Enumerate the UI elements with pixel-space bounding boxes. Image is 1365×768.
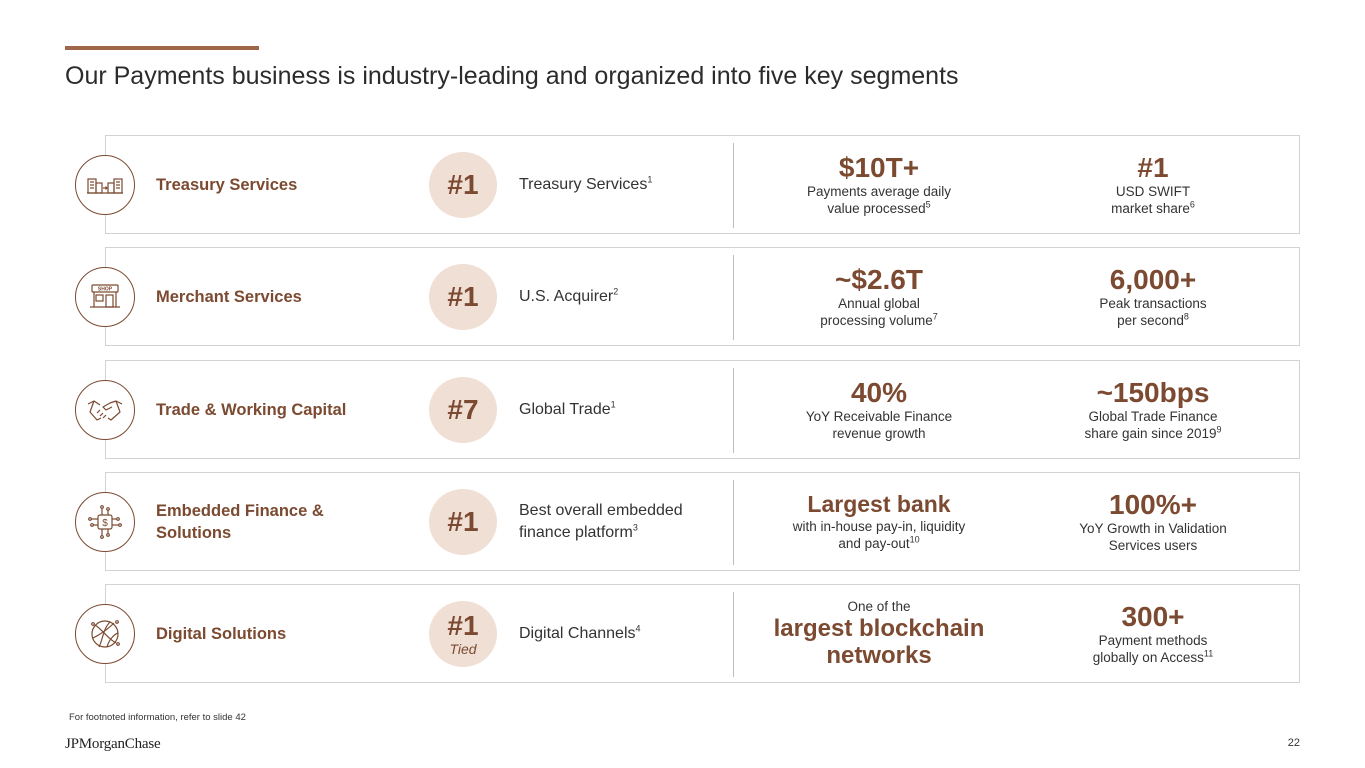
stat-value: $10T+ <box>838 152 920 183</box>
column-divider <box>733 255 734 340</box>
stat-description: Peak transactions per second8 <box>1099 296 1207 328</box>
stat-value: 40% <box>850 377 908 408</box>
shop-icon: SHOP <box>75 267 135 327</box>
rank-label-text: Best overall embedded finance platform <box>519 501 683 541</box>
stat-value: Largest bank <box>807 491 951 517</box>
segment-name: Merchant Services <box>156 287 302 306</box>
footnote-ref: 3 <box>632 522 638 533</box>
footnote-ref: 4 <box>635 623 641 634</box>
rank-number: #1 <box>447 610 479 641</box>
segment-name: Trade & Working Capital <box>156 400 347 419</box>
rank-badge: #1 Tied <box>429 601 497 667</box>
dollar-circuit-icon: $ <box>75 492 135 552</box>
stat-description: YoY Receivable Finance revenue growth <box>805 409 953 441</box>
stat-secondary: 6,000+ Peak transactions per second8 <box>1013 248 1293 345</box>
rank-number: #1 <box>447 281 479 312</box>
stat-prefix: One of the <box>847 599 911 614</box>
stat-description: YoY Growth in Validation Services users <box>1079 521 1227 553</box>
page-number: 22 <box>1287 737 1300 749</box>
stat-primary: Largest bank with in-house pay-in, liqui… <box>739 473 1019 570</box>
rank-label-text: Treasury Services <box>519 175 648 193</box>
rank-label-text: Digital Channels <box>519 624 636 642</box>
title-accent-rule <box>65 46 259 50</box>
stat-value: #1 <box>1137 152 1169 183</box>
stat-primary: ~$2.6T Annual global processing volume7 <box>739 248 1019 345</box>
stat-primary: $10T+ Payments average daily value proce… <box>739 136 1019 233</box>
rank-number: #1 <box>447 506 479 537</box>
footnote: For footnoted information, refer to slid… <box>69 712 246 723</box>
stat-value: ~150bps <box>1096 377 1210 408</box>
rank-badge: #1 <box>429 152 497 218</box>
stat-description: with in-house pay-in, liquidity and pay-… <box>792 519 966 551</box>
stat-value: ~$2.6T <box>835 264 923 295</box>
segment-row-digital-solutions: Digital Solutions #1 Tied Digital Channe… <box>105 584 1300 683</box>
column-divider <box>733 592 734 677</box>
stat-primary: One of the largest blockchain networks <box>739 585 1019 682</box>
stat-secondary: #1 USD SWIFT market share6 <box>1013 136 1293 233</box>
handshake-icon <box>75 380 135 440</box>
stat-secondary: 100%+ YoY Growth in Validation Services … <box>1013 473 1293 570</box>
stat-value: 100%+ <box>1109 489 1197 520</box>
rank-label: Best overall embedded finance platform3 <box>519 473 704 570</box>
segment-name: Digital Solutions <box>156 624 287 643</box>
segment-row-embedded-finance: Embedded Finance & Solutions #1 Best ove… <box>105 472 1300 571</box>
stat-description: USD SWIFT market share6 <box>1111 184 1195 216</box>
rank-number: #1 <box>447 169 479 200</box>
rank-badge: #1 <box>429 264 497 330</box>
rank-label-text: Global Trade <box>519 400 611 418</box>
buildings-transfer-icon <box>75 155 135 215</box>
rank-number: #7 <box>447 394 479 425</box>
segment-name: Embedded Finance & Solutions <box>156 501 324 542</box>
rank-qualifier: Tied <box>449 641 477 657</box>
footnote-ref: 1 <box>647 174 653 185</box>
segment-name: Treasury Services <box>156 175 298 194</box>
stat-secondary: ~150bps Global Trade Finance share gain … <box>1013 361 1293 458</box>
footnote-ref: 1 <box>610 399 616 410</box>
rank-badge: #7 <box>429 377 497 443</box>
footnote-ref: 2 <box>613 286 619 297</box>
shop-sign-text: SHOP <box>98 287 113 293</box>
stat-description: Payments average daily value processed5 <box>806 184 952 216</box>
stat-description: Payment methods globally on Access11 <box>1092 633 1214 665</box>
column-divider <box>733 480 734 565</box>
stat-description: Global Trade Finance share gain since 20… <box>1084 409 1222 441</box>
stat-description: Annual global processing volume7 <box>820 296 938 328</box>
rank-label: Digital Channels4 <box>519 585 719 682</box>
column-divider <box>733 368 734 453</box>
segment-row-merchant-services: Merchant Services #1 U.S. Acquirer2 ~$2.… <box>105 247 1300 346</box>
column-divider <box>733 143 734 228</box>
segment-row-trade-working-capital: Trade & Working Capital #7 Global Trade1… <box>105 360 1300 459</box>
company-logo: JPMorganChase <box>65 736 161 752</box>
segment-row-treasury-services: Treasury Services #1 Treasury Services1 … <box>105 135 1300 234</box>
slide-title: Our Payments business is industry-leadin… <box>65 62 959 90</box>
stat-value: 6,000+ <box>1109 264 1197 295</box>
stat-primary: 40% YoY Receivable Finance revenue growt… <box>739 361 1019 458</box>
rank-label: Treasury Services1 <box>519 136 719 233</box>
rank-badge: #1 <box>429 489 497 555</box>
svg-text:$: $ <box>102 518 108 529</box>
globe-network-icon <box>75 604 135 664</box>
stat-secondary: 300+ Payment methods globally on Access1… <box>1013 585 1293 682</box>
rank-label-text: U.S. Acquirer <box>519 287 614 305</box>
stat-value: largest blockchain networks <box>773 615 985 669</box>
rank-label: U.S. Acquirer2 <box>519 248 719 345</box>
rank-label: Global Trade1 <box>519 361 719 458</box>
stat-value: 300+ <box>1121 601 1185 632</box>
